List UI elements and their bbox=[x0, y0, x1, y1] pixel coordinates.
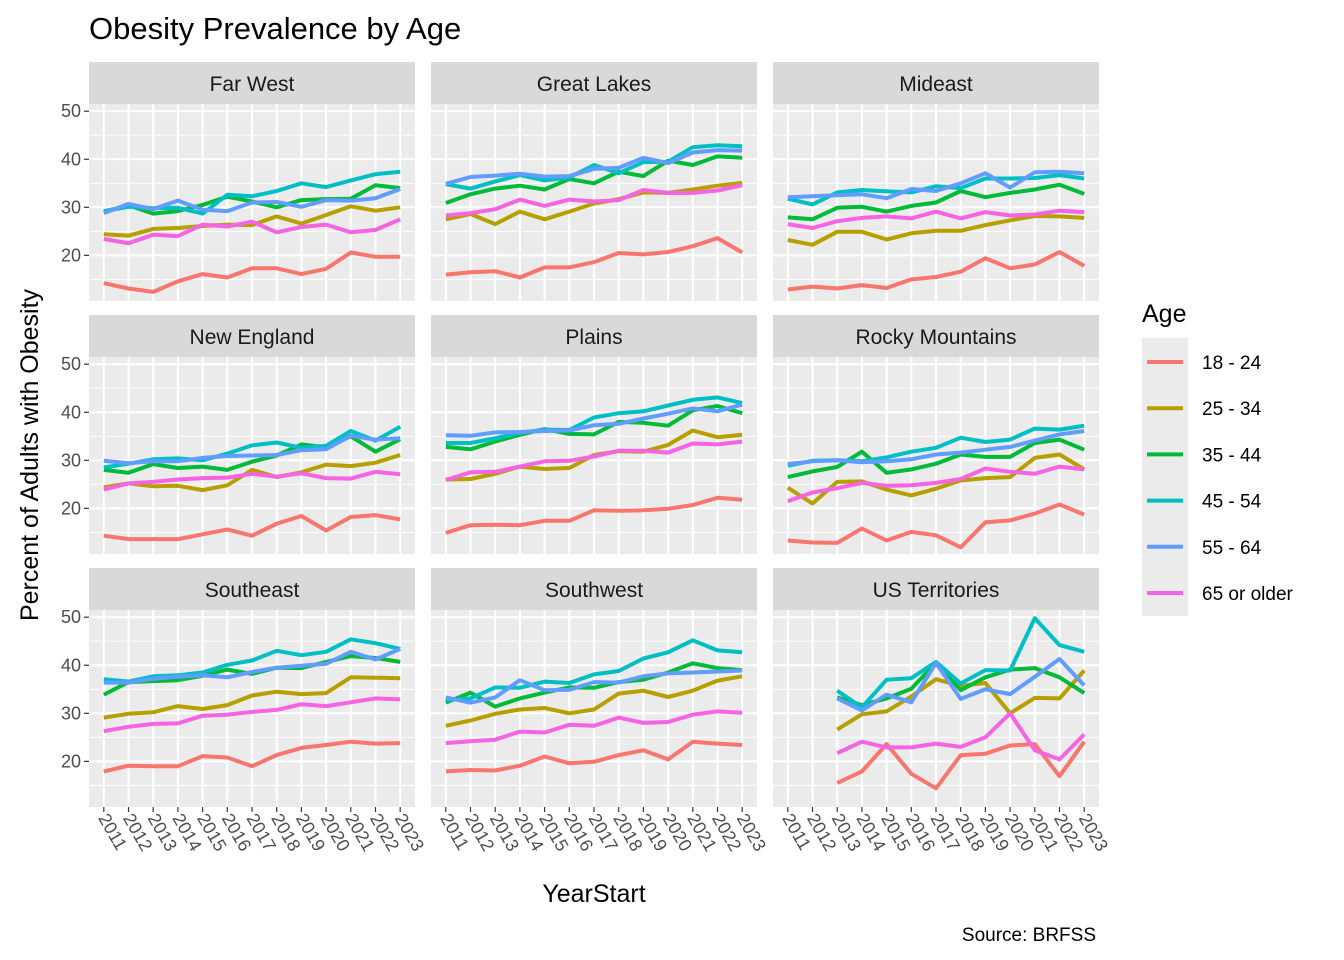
series-line-18-24 bbox=[787, 250, 1086, 292]
series-line-65-or-older bbox=[445, 709, 743, 746]
legend-label-55-64: 55 - 64 bbox=[1202, 538, 1262, 559]
facet-strip-label: US Territories bbox=[873, 579, 1000, 602]
legend-label-25-34: 25 - 34 bbox=[1202, 399, 1262, 420]
facet-strip-label: Far West bbox=[210, 73, 295, 96]
series-line-65-or-older bbox=[836, 711, 1086, 762]
series-line-55-64 bbox=[445, 668, 743, 705]
facet-strip bbox=[89, 315, 415, 357]
facet-strip bbox=[773, 568, 1099, 610]
facet-plains: Plains bbox=[431, 315, 757, 554]
facet-mideast: Mideast bbox=[773, 62, 1099, 301]
series-line-18-24 bbox=[445, 739, 743, 774]
y-tick-label: 40 bbox=[61, 149, 81, 169]
y-tick-label: 30 bbox=[61, 197, 81, 217]
facet-strip bbox=[431, 568, 757, 610]
y-tick-label: 20 bbox=[61, 245, 81, 265]
series-line-45-54 bbox=[787, 173, 1085, 207]
y-tick-label: 20 bbox=[61, 751, 81, 771]
y-tick-label: 30 bbox=[61, 703, 81, 723]
facet-new-england: New England 20 30 40 50 bbox=[61, 315, 415, 554]
legend-key-background bbox=[1142, 338, 1188, 616]
facet-strip bbox=[773, 315, 1099, 357]
series-line-18-24 bbox=[445, 236, 744, 280]
series-line-25-34 bbox=[836, 669, 1086, 732]
source-caption: Source: BRFSS bbox=[962, 925, 1096, 946]
y-tick-label: 30 bbox=[61, 450, 81, 470]
x-axis-title: YearStart bbox=[542, 880, 645, 908]
facet-southeast: Southeast2030405020112012201320142015201… bbox=[61, 568, 428, 855]
series-line-45-54 bbox=[445, 395, 743, 445]
y-axis-title: Percent of Adults with Obesity bbox=[16, 288, 44, 621]
series-line-55-64 bbox=[787, 169, 1085, 201]
facet-us-territories: US Territories20112012201320142015201620… bbox=[773, 568, 1112, 855]
facet-strip-label: Southwest bbox=[545, 579, 643, 602]
legend-label-65-or-older: 65 or older bbox=[1202, 584, 1294, 605]
facet-strip bbox=[773, 62, 1099, 104]
facet-strip-label: Mideast bbox=[899, 73, 973, 96]
series-line-55-64 bbox=[103, 647, 401, 685]
series-line-18-24 bbox=[103, 739, 401, 774]
facet-strip bbox=[431, 315, 757, 357]
series-line-45-54 bbox=[445, 143, 743, 191]
y-tick-label: 50 bbox=[61, 101, 81, 121]
series-line-65-or-older bbox=[103, 469, 401, 492]
facet-strip bbox=[431, 62, 757, 104]
series-line-18-24 bbox=[103, 513, 401, 542]
series-line-18-24 bbox=[787, 502, 1085, 550]
series-line-45-54 bbox=[103, 637, 401, 684]
facet-southwest: Southwest2011201220132014201520162017201… bbox=[431, 568, 770, 855]
facet-strip-label: New England bbox=[190, 326, 315, 349]
y-tick-label: 20 bbox=[61, 498, 81, 518]
y-tick-label: 40 bbox=[61, 402, 81, 422]
facet-great-lakes: Great Lakes bbox=[431, 62, 757, 301]
series-line-45-54 bbox=[445, 638, 743, 703]
legend: Age 18 - 24 25 - 34 35 - 44 45 - 54 55 - 64 6… bbox=[1142, 300, 1294, 616]
y-tick-label: 40 bbox=[61, 655, 81, 675]
facet-rocky-mountains: Rocky Mountains bbox=[773, 315, 1099, 554]
series-line-65-or-older bbox=[787, 464, 1085, 503]
series-line-25-34 bbox=[445, 674, 743, 728]
series-line-35-44 bbox=[787, 182, 1085, 222]
series-line-25-34 bbox=[103, 675, 401, 720]
facet-strip-label: Plains bbox=[565, 326, 622, 349]
facet-strip-label: Southeast bbox=[205, 579, 300, 602]
series-line-25-34 bbox=[103, 453, 401, 493]
series-line-65-or-older bbox=[787, 208, 1085, 230]
series-line-35-44 bbox=[445, 154, 743, 205]
series-line-55-64 bbox=[103, 187, 401, 215]
series-line-25-34 bbox=[786, 452, 1086, 506]
legend-label-35-44: 35 - 44 bbox=[1202, 445, 1262, 466]
series-line-65-or-older bbox=[445, 439, 743, 482]
series-line-35-44 bbox=[787, 437, 1085, 480]
series-line-18-24 bbox=[103, 250, 401, 294]
legend-label-18-24: 18 - 24 bbox=[1202, 353, 1262, 374]
series-line-55-64 bbox=[787, 429, 1085, 467]
series-line-65-or-older bbox=[445, 183, 743, 218]
series-line-55-64 bbox=[445, 148, 743, 186]
series-line-35-44 bbox=[445, 661, 743, 709]
y-tick-label: 50 bbox=[61, 354, 81, 374]
facet-strip bbox=[89, 62, 415, 104]
series-line-65-or-older bbox=[103, 217, 401, 246]
series-line-55-64 bbox=[103, 433, 401, 466]
facet-far-west: Far West 20 30 40 50 bbox=[61, 62, 415, 301]
series-line-55-64 bbox=[836, 657, 1086, 713]
series-line-55-64 bbox=[445, 402, 743, 438]
facet-strip-label: Great Lakes bbox=[537, 73, 651, 96]
chart-title: Obesity Prevalence by Age bbox=[89, 11, 461, 46]
series-line-45-54 bbox=[836, 616, 1085, 710]
y-tick-label: 50 bbox=[61, 607, 81, 627]
series-line-25-34 bbox=[103, 204, 401, 238]
series-line-18-24 bbox=[445, 495, 743, 535]
series-line-25-34 bbox=[445, 180, 743, 227]
facet-strip bbox=[89, 568, 415, 610]
facet-strip-label: Rocky Mountains bbox=[855, 326, 1016, 349]
legend-label-45-54: 45 - 54 bbox=[1202, 492, 1262, 513]
series-line-65-or-older bbox=[103, 696, 401, 734]
facet-panels: Far West 20 30 40 50 Great Lakes Mideast New En… bbox=[61, 62, 1112, 855]
legend-title: Age bbox=[1142, 300, 1186, 328]
